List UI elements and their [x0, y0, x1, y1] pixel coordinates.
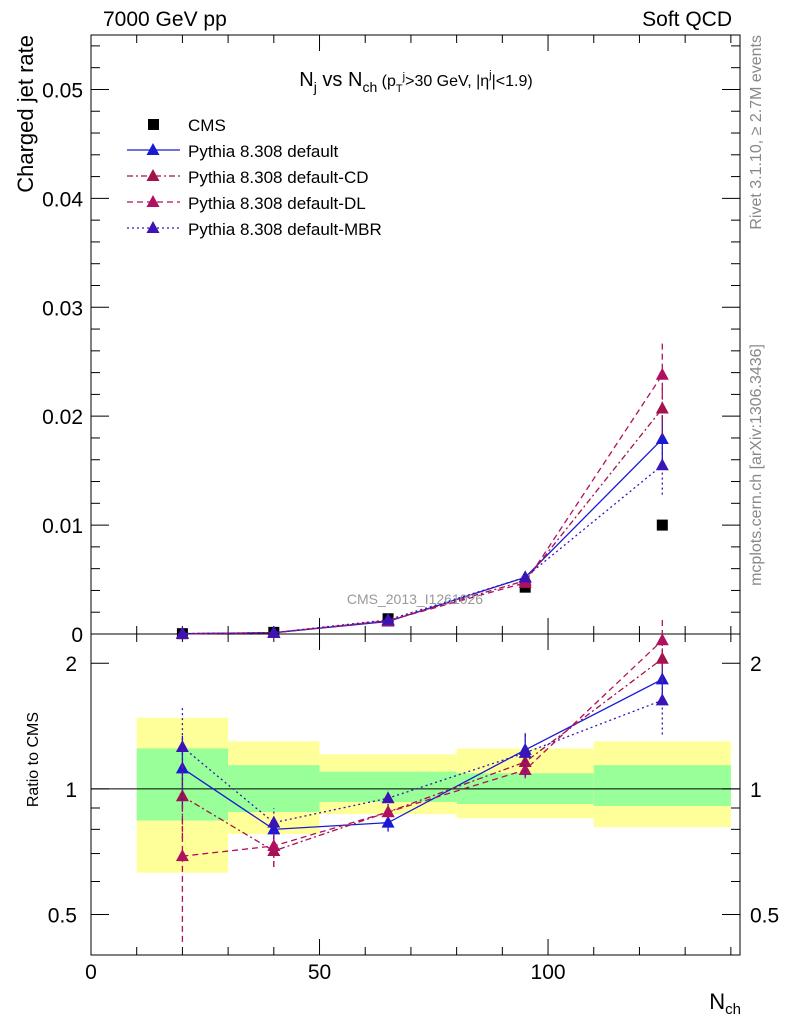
legend-marker: [146, 143, 160, 155]
chart-title: Nj vs Nch (pTj>30 GeV, |ηj|<1.9): [299, 69, 532, 95]
ratio-marker: [518, 745, 532, 758]
ratio-y-tick-label-right: 2: [750, 653, 762, 676]
legend-label: Pythia 8.308 default: [188, 142, 339, 161]
series-marker: [655, 458, 669, 471]
ratio-series-3: [175, 671, 669, 839]
ratio-marker: [175, 739, 189, 752]
ratio-marker: [655, 693, 669, 706]
process-label: Soft QCD: [642, 8, 732, 31]
series-0: [176, 519, 668, 640]
series-marker: [655, 367, 669, 380]
legend: CMS Pythia 8.308 default Pythia 8.308 defa…: [127, 116, 382, 239]
ratio-marker: [175, 849, 189, 862]
band-inner-4: [593, 765, 731, 806]
legend-marker-cms: [148, 119, 159, 130]
ratio-marker: [267, 815, 281, 828]
series-layer: [175, 339, 669, 942]
y-tick-label: 0.03: [42, 297, 83, 320]
text-layer: 0 0.01 0.02 0.03 0.04 0.05 0 50 100 0.5 0.5 1 1 2 2 Cha…: [13, 35, 779, 1018]
legend-label: CMS: [188, 116, 226, 135]
ratio-y-tick-label-right: 1: [750, 779, 762, 802]
ratio-y-tick-label: 1: [65, 779, 77, 802]
legend-label: Pythia 8.308 default-CD: [188, 168, 369, 187]
y-tick-label: 0.02: [42, 406, 83, 429]
energy-label: 7000 GeV pp: [103, 8, 227, 31]
ratio-marker: [381, 815, 395, 828]
y-tick-label: 0.01: [42, 515, 83, 538]
legend-marker: [146, 221, 160, 233]
ratio-marker: [175, 789, 189, 802]
series-line: [182, 464, 663, 635]
y-tick-label: 0.05: [42, 79, 83, 102]
series-marker: [518, 570, 532, 583]
ratio-y-tick-label-right: 0.5: [750, 905, 779, 928]
mcplots-label: mcplots.cern.ch [arXiv:1306.3436]: [748, 344, 765, 586]
ratio-marker: [518, 762, 532, 775]
rivet-label: Rivet 3.1.10, ≥ 2.7M events: [748, 35, 765, 230]
series-marker: [267, 625, 281, 638]
legend-marker: [146, 169, 160, 181]
x-tick-label: 100: [531, 961, 566, 984]
x-tick-label: 0: [85, 961, 97, 984]
ratio-frame: [90, 633, 741, 956]
ratio-marker: [381, 791, 395, 804]
legend-label: Pythia 8.308 default-MBR: [188, 220, 382, 239]
series-marker: [175, 626, 189, 639]
ratio-y-tick-label: 0.5: [48, 905, 77, 928]
watermark: CMS_2013_I1261026: [347, 591, 483, 607]
x-axis-label: Nch: [709, 989, 741, 1018]
y-tick-label: 0: [71, 624, 83, 647]
ratio-y-tick-label: 2: [65, 653, 77, 676]
legend-marker: [146, 195, 160, 207]
cms-point: [656, 519, 668, 531]
legend-label: Pythia 8.308 default-DL: [188, 194, 366, 213]
ratio-marker: [655, 633, 669, 646]
series-marker: [381, 612, 395, 625]
ratio-marker: [267, 838, 281, 851]
ratio-y-axis-label: Ratio to CMS: [25, 712, 42, 807]
ratio-marker: [381, 805, 395, 818]
ratio-marker: [655, 651, 669, 664]
x-tick-label: 50: [308, 961, 331, 984]
y-axis-label: Charged jet rate: [13, 35, 38, 193]
axes: [90, 34, 741, 956]
y-tick-label: 0.04: [42, 188, 83, 211]
series-4: [175, 435, 669, 639]
